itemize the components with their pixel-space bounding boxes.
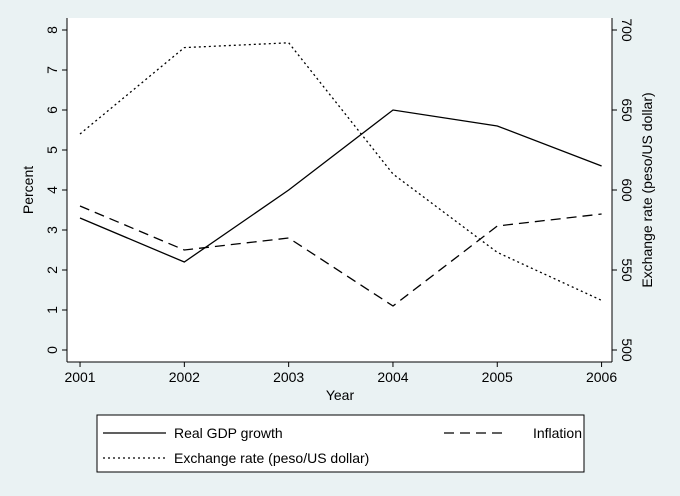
x-tick-label: 2003 [273, 369, 304, 385]
y-tick-label: 2 [44, 266, 60, 274]
y-tick-label: 0 [44, 346, 60, 354]
line [79, 205, 602, 307]
y-tick-label: 4 [44, 186, 60, 194]
y2-tick-label: 500 [619, 338, 635, 362]
y-tick-label: 3 [44, 226, 60, 234]
y2-tick-label: 700 [619, 18, 635, 42]
y-tick-label: 8 [44, 26, 60, 34]
x-axis-title: Year [326, 387, 355, 403]
y-tick-label: 1 [44, 306, 60, 314]
plot-area [67, 18, 612, 362]
y-tick-label: 5 [44, 146, 60, 154]
x-tick-label: 2004 [377, 369, 408, 385]
y2-tick-label: 600 [619, 178, 635, 202]
y-tick-label: 6 [44, 106, 60, 114]
x-tick-label: 2006 [586, 369, 617, 385]
y-axis-title: Percent [20, 166, 36, 214]
legend-label: Inflation [533, 425, 582, 441]
y-tick-label: 7 [44, 66, 60, 74]
legend-label: Real GDP growth [174, 425, 283, 441]
legend-label: Exchange rate (peso/US dollar) [174, 450, 369, 466]
x-tick-label: 2001 [64, 369, 95, 385]
y2-tick-label: 550 [619, 258, 635, 282]
line [79, 109, 602, 263]
legend [96, 414, 585, 473]
y2-axis-title: Exchange rate (peso/US dollar) [639, 92, 655, 287]
y2-tick-label: 650 [619, 98, 635, 122]
x-tick-label: 2002 [169, 369, 200, 385]
x-tick-label: 2005 [482, 369, 513, 385]
